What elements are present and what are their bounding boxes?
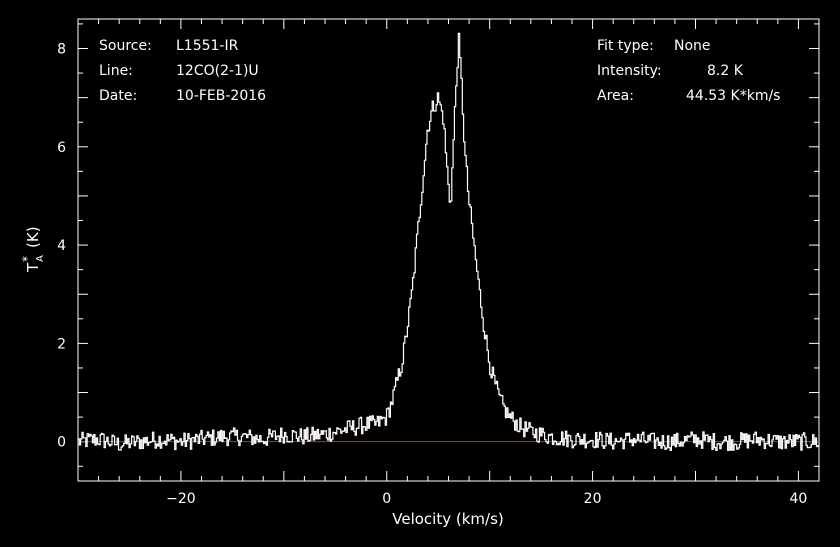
y-tick-label: 2 [57,336,66,352]
fit-type-label: Fit type: [597,38,654,54]
axis-tick-labels: −20 0 20 40 0 2 4 6 8 [57,41,807,507]
source-label: Source: [99,38,152,54]
fit-type-value: None [674,38,711,54]
x-tick-label: 0 [382,491,391,507]
y-axis-label: T * A (K) [20,226,46,273]
y-axis-label-unit: (K) [24,226,42,248]
source-value: L1551-IR [176,38,239,54]
y-tick-label: 6 [57,140,66,156]
area-label: Area: [597,88,634,104]
y-tick-label: 8 [57,41,66,57]
line-value: 12CO(2-1)U [176,63,259,79]
y-tick-label: 4 [57,238,66,254]
y-axis-label-sup: * [20,256,34,262]
x-tick-label: 40 [790,491,808,507]
header-info: Source: L1551-IR Line: 12CO(2-1)U Date: … [99,38,780,104]
y-tick-label: 0 [57,435,66,451]
spectrum-line [78,32,819,451]
date-label: Date: [99,88,137,104]
y-axis-label-sub: A [35,255,46,262]
date-value: 10-FEB-2016 [176,88,266,104]
line-label: Line: [99,63,133,79]
x-tick-label: −20 [166,491,196,507]
intensity-value: 8.2 K [707,63,744,79]
intensity-label: Intensity: [597,63,662,79]
x-axis-label: Velocity (km/s) [392,510,503,528]
y-axis-label-main: T [24,262,42,273]
area-value: 44.53 K*km/s [686,88,780,104]
axis-ticks [77,19,820,481]
x-tick-label: 20 [584,491,602,507]
